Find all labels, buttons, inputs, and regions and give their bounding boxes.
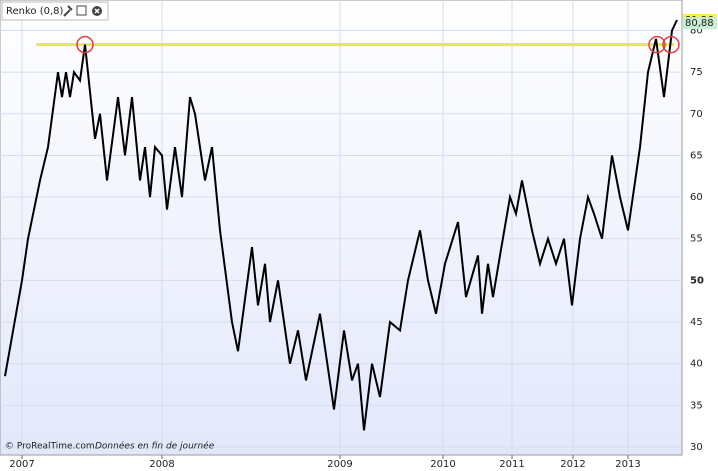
y-tick-label: 50 — [690, 275, 704, 286]
y-tick-label: 80 — [690, 25, 703, 36]
price-line — [4, 19, 678, 431]
chart-title: Renko (0,8) — [6, 6, 64, 17]
y-tick-label: 30 — [690, 442, 703, 453]
x-tick-label: 2009 — [327, 459, 352, 470]
y-tick-label: 55 — [690, 234, 703, 245]
y-tick-label: 40 — [690, 359, 703, 370]
y-tick-label: 65 — [690, 150, 703, 161]
window-icon[interactable] — [76, 5, 87, 16]
price-tag-label: 80,88 — [685, 18, 714, 29]
x-tick-label: 2011 — [499, 459, 524, 470]
settings-icon[interactable] — [63, 5, 73, 17]
highlight-circle — [662, 35, 680, 54]
close-x — [94, 8, 100, 14]
plot-area — [0, 0, 683, 456]
y-tick-label: 45 — [690, 317, 703, 328]
y-tick-label: 70 — [690, 109, 703, 120]
note: Données en fin de journée — [95, 441, 215, 452]
header-icons[interactable] — [63, 5, 102, 17]
price-tag — [683, 17, 717, 30]
x-tick-label: 2007 — [9, 459, 34, 470]
x-tick-label: 2010 — [430, 459, 455, 470]
y-tick-label: 75 — [690, 67, 703, 78]
highlight-circle — [648, 35, 666, 54]
y-tick-label: 35 — [690, 400, 703, 411]
x-tick-label: 2012 — [560, 459, 585, 470]
source: © ProRealTime.com — [5, 442, 95, 452]
y-tick-label: 60 — [690, 192, 703, 203]
x-tick-label: 2013 — [615, 459, 640, 470]
highlight-circle — [76, 35, 94, 54]
x-tick-label: 2008 — [149, 459, 174, 470]
